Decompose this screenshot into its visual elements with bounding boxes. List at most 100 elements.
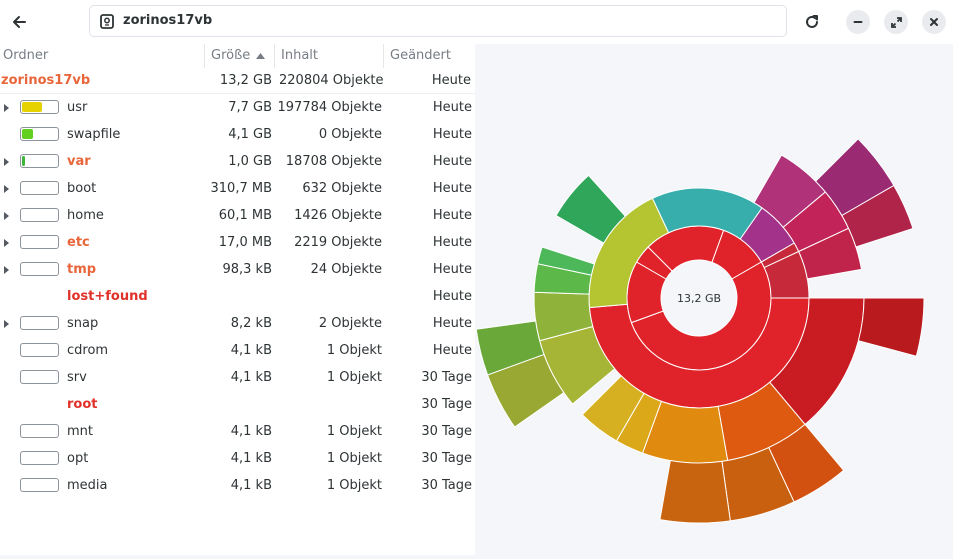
folder-row-usr[interactable]: usr 7,7 GB 197784 Objekte Heute — [0, 94, 475, 121]
usage-bar — [20, 100, 59, 114]
folder-modified: 30 Tage — [421, 397, 472, 412]
usage-bar — [20, 154, 59, 168]
sunburst-segment[interactable] — [659, 459, 731, 524]
folder-modified: Heute — [432, 127, 472, 142]
expander-arrow-icon[interactable] — [4, 320, 9, 328]
folder-modified: Heute — [432, 181, 472, 196]
usage-bar — [20, 208, 59, 222]
folder-modified: Heute — [432, 154, 472, 169]
folder-contents: 1 Objekt — [326, 424, 382, 439]
folder-size: 4,1 kB — [230, 424, 272, 439]
folder-contents: 2 Objekte — [318, 316, 382, 331]
expander-arrow-icon[interactable] — [4, 212, 9, 220]
folder-contents: 0 Objekte — [318, 127, 382, 142]
folder-row-tmp[interactable]: tmp 98,3 kB 24 Objekte Heute — [0, 256, 475, 283]
sunburst-chart[interactable]: 13,2 GB — [475, 44, 953, 555]
folder-contents — [275, 391, 382, 418]
maximize-icon — [890, 16, 902, 28]
close-icon — [930, 18, 938, 26]
column-header-size[interactable]: Größe — [205, 44, 275, 68]
expander-arrow-icon[interactable] — [4, 185, 9, 193]
folder-row-srv[interactable]: srv 4,1 kB 1 Objekt 30 Tage — [0, 364, 475, 391]
folder-row-opt[interactable]: opt 4,1 kB 1 Objekt 30 Tage — [0, 445, 475, 472]
folder-row-lost-found[interactable]: lost+found Heute — [0, 283, 475, 310]
expander-arrow-icon[interactable] — [4, 239, 9, 247]
folder-row-mnt[interactable]: mnt 4,1 kB 1 Objekt 30 Tage — [0, 418, 475, 445]
folder-contents: 18708 Objekte — [285, 154, 382, 169]
sunburst-center-label: 13,2 GB — [677, 292, 721, 305]
expander-arrow-icon[interactable] — [4, 104, 9, 112]
folder-row-cdrom[interactable]: cdrom 4,1 kB 1 Objekt Heute — [0, 337, 475, 364]
folder-modified: Heute — [432, 100, 472, 115]
usage-bar — [20, 262, 59, 276]
usage-bar — [20, 235, 59, 249]
sunburst-segment[interactable] — [475, 320, 545, 376]
folder-size: 4,1 kB — [230, 370, 272, 385]
column-header-size-label: Größe — [211, 48, 251, 63]
column-header-name[interactable]: Ordner — [0, 44, 205, 68]
minimize-icon — [853, 21, 863, 23]
back-button[interactable] — [4, 7, 34, 37]
root-size: 13,2 GB — [219, 73, 272, 88]
column-header-modified[interactable]: Geändert — [384, 44, 475, 68]
folder-size: 310,7 MB — [210, 181, 272, 196]
folder-modified: Heute — [432, 208, 472, 223]
column-header-contents[interactable]: Inhalt — [275, 44, 384, 68]
folder-list: Ordner Größe Inhalt Geändert zorinos17vb… — [0, 44, 475, 555]
sunburst-segment[interactable] — [841, 184, 914, 248]
expander-arrow-icon[interactable] — [4, 158, 9, 166]
folder-row-media[interactable]: media 4,1 kB 1 Objekt 30 Tage — [0, 472, 475, 499]
root-modified: Heute — [431, 73, 471, 88]
maximize-button[interactable] — [884, 10, 908, 34]
expander-arrow-icon[interactable] — [4, 266, 9, 274]
folder-name: home — [67, 208, 104, 223]
sunburst-segment[interactable] — [537, 246, 596, 276]
minimize-button[interactable] — [846, 10, 870, 34]
folder-row-home[interactable]: home 60,1 MB 1426 Objekte Heute — [0, 202, 475, 229]
usage-bar — [20, 181, 59, 195]
sunburst-segment[interactable] — [857, 297, 925, 357]
folder-size — [205, 391, 272, 418]
usage-bar — [20, 343, 59, 357]
folder-contents: 1 Objekt — [326, 370, 382, 385]
folder-contents: 24 Objekte — [310, 262, 382, 277]
folder-name: cdrom — [67, 343, 109, 358]
folder-contents: 1 Objekt — [326, 451, 382, 466]
folder-row-boot[interactable]: boot 310,7 MB 632 Objekte Heute — [0, 175, 475, 202]
folder-size: 98,3 kB — [222, 262, 272, 277]
folder-size: 7,7 GB — [228, 100, 272, 115]
folder-size: 60,1 MB — [218, 208, 272, 223]
sunburst-chart-area: 13,2 GB — [475, 44, 953, 555]
folder-row-etc[interactable]: etc 17,0 MB 2219 Objekte Heute — [0, 229, 475, 256]
root-contents: 220804 Objekte — [279, 73, 384, 88]
folder-modified: Heute — [432, 262, 472, 277]
path-bar[interactable]: zorinos17vb — [89, 5, 787, 37]
folder-size: 4,1 kB — [230, 343, 272, 358]
arrow-left-icon — [13, 16, 26, 28]
folder-size: 4,1 kB — [230, 451, 272, 466]
close-button[interactable] — [922, 10, 946, 34]
sunburst-segment[interactable] — [581, 375, 645, 442]
folder-row-root[interactable]: root 30 Tage — [0, 391, 475, 418]
folder-size: 4,1 GB — [228, 127, 272, 142]
folder-row-var[interactable]: var 1,0 GB 18708 Objekte Heute — [0, 148, 475, 175]
folder-size: 1,0 GB — [228, 154, 272, 169]
folder-modified: Heute — [432, 316, 472, 331]
sunburst-segment[interactable] — [555, 174, 627, 244]
folder-name: mnt — [67, 424, 93, 439]
folder-name: usr — [67, 100, 88, 115]
root-row[interactable]: zorinos17vb 13,2 GB 220804 Objekte Heute — [0, 67, 475, 94]
folder-row-snap[interactable]: snap 8,2 kB 2 Objekte Heute — [0, 310, 475, 337]
usage-bar-fill — [22, 102, 42, 112]
usage-bar — [20, 127, 59, 141]
folder-contents: 632 Objekte — [302, 181, 382, 196]
folder-name: opt — [67, 451, 89, 466]
folder-name: root — [67, 397, 98, 412]
usage-bar — [20, 451, 59, 465]
reload-button[interactable] — [798, 8, 826, 36]
column-header-modified-label: Geändert — [390, 48, 451, 63]
folder-name: srv — [67, 370, 87, 385]
folder-row-swapfile[interactable]: swapfile 4,1 GB 0 Objekte Heute — [0, 121, 475, 148]
usage-bar — [20, 478, 59, 492]
reload-icon — [806, 15, 818, 28]
